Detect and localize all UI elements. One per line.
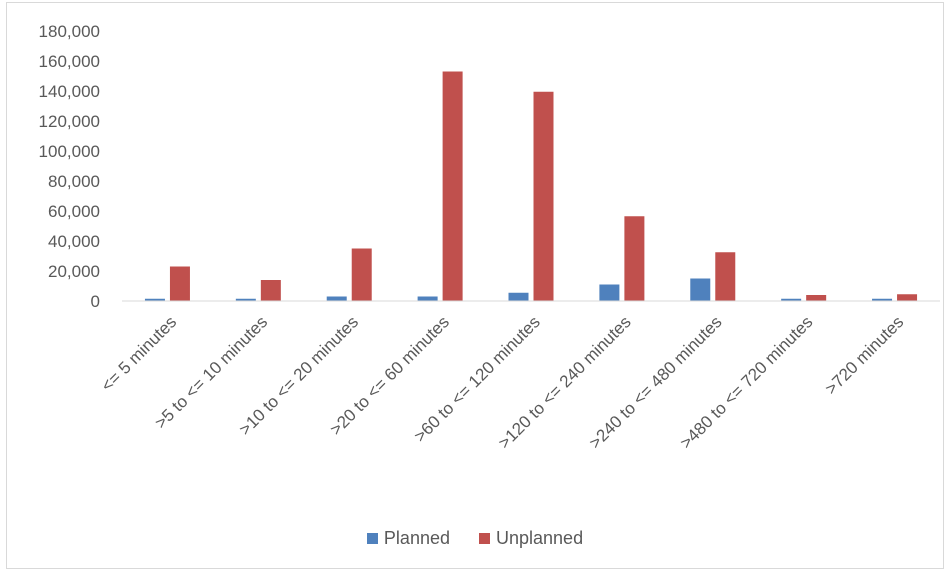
bar-unplanned — [806, 295, 827, 301]
bar-planned — [781, 298, 802, 301]
bar-unplanned — [533, 91, 554, 301]
x-tick-label: <= 5 minutes — [97, 312, 180, 395]
bar-unplanned — [169, 266, 190, 301]
bar-unplanned — [442, 71, 463, 301]
bar-planned — [690, 278, 711, 301]
bar-unplanned — [897, 294, 918, 301]
legend-item-planned: Planned — [366, 528, 450, 549]
bar-planned — [235, 298, 256, 301]
bar-planned — [326, 296, 347, 301]
legend-label-unplanned: Unplanned — [496, 528, 584, 548]
y-tick-label: 60,000 — [48, 202, 100, 221]
bar-planned — [508, 292, 529, 301]
y-tick-label: 140,000 — [39, 82, 100, 101]
chart-frame — [6, 2, 944, 569]
bar-unplanned — [715, 252, 736, 301]
legend-swatch-unplanned — [479, 533, 490, 544]
y-tick-label: 160,000 — [39, 52, 100, 71]
y-tick-label: 100,000 — [39, 142, 100, 161]
bar-planned — [872, 298, 893, 301]
legend-item-unplanned: Unplanned — [479, 528, 583, 549]
bar-unplanned — [624, 216, 645, 301]
y-tick-label: 120,000 — [39, 112, 100, 131]
y-tick-label: 20,000 — [48, 262, 100, 281]
legend-label-planned: Planned — [383, 528, 450, 548]
bar-planned — [417, 296, 438, 301]
bar-planned — [599, 284, 620, 301]
y-tick-label: 0 — [91, 292, 100, 311]
x-axis: <= 5 minutes>5 to <= 10 minutes>10 to <=… — [97, 312, 907, 452]
bar-unplanned — [351, 248, 372, 301]
y-tick-label: 40,000 — [48, 232, 100, 251]
y-tick-label: 180,000 — [39, 22, 100, 41]
y-axis: 0 20,000 40,000 60,000 80,000 100,000 120,000 1… — [39, 22, 100, 311]
y-tick-label: 80,000 — [48, 172, 100, 191]
legend-swatch-planned — [366, 533, 378, 544]
bars-group — [144, 71, 918, 301]
bar-unplanned — [260, 280, 281, 301]
legend: Planned Unplanned — [0, 528, 950, 549]
bar-planned — [144, 298, 165, 301]
x-tick-label: >720 minutes — [821, 312, 907, 398]
